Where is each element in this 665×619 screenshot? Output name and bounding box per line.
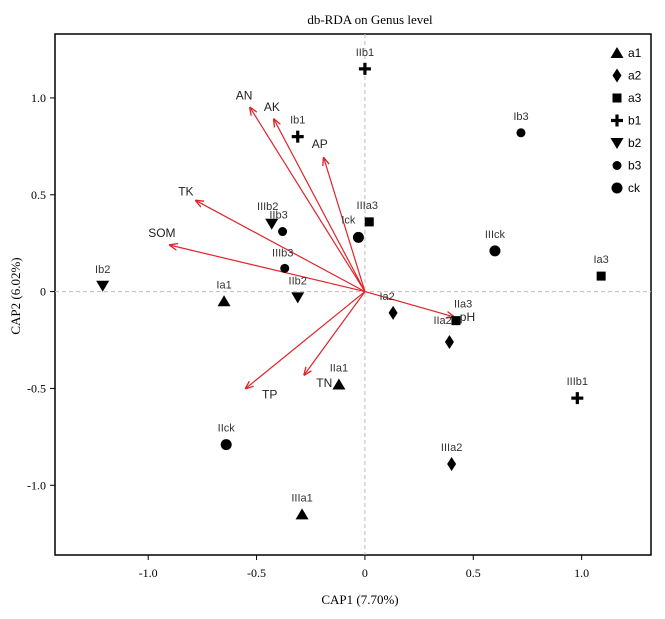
vector-arrow-som <box>170 245 366 293</box>
vector-arrow-tk <box>196 201 366 293</box>
legend-marker-ck <box>611 182 623 194</box>
point-marker-ib2 <box>96 280 110 292</box>
point-label-iib3: IIb3 <box>269 210 287 222</box>
vector-label-ph: pH <box>460 310 475 324</box>
legend-label-a1: a1 <box>628 46 642 60</box>
legend-marker-b3 <box>612 161 622 170</box>
vector-arrow-tn <box>304 291 366 375</box>
point-marker-iib3 <box>278 227 288 237</box>
point-marker-iiia3 <box>364 217 374 227</box>
x-tick-label: 1.0 <box>574 566 589 580</box>
point-label-ia3: Ia3 <box>594 254 609 266</box>
point-label-iiib2: IIIb2 <box>257 201 278 213</box>
x-tick-label: 0 <box>362 566 368 580</box>
point-label-iia2: IIa2 <box>433 315 451 327</box>
y-tick-label: 0 <box>40 285 46 299</box>
vector-label-ap: AP <box>312 137 328 151</box>
vector-label-tn: TN <box>316 376 332 390</box>
point-marker-iia1 <box>332 378 346 390</box>
point-label-ib1: Ib1 <box>290 115 305 127</box>
environment-vectors: AN AK AP TK SOM pH TN TP <box>148 89 475 402</box>
point-marker-ib3 <box>516 128 526 138</box>
point-label-iiib1: IIIb1 <box>567 376 588 388</box>
zero-reference-lines <box>55 34 651 555</box>
y-tick-label: 1.0 <box>31 91 46 105</box>
legend-label-a2: a2 <box>628 69 642 83</box>
point-label-iick: IIck <box>218 423 236 435</box>
point-marker-iia3 <box>451 316 461 326</box>
vector-label-tk: TK <box>178 185 193 199</box>
point-label-iiia3: IIIa3 <box>357 200 378 212</box>
point-label-iib1: IIb1 <box>356 47 374 59</box>
point-label-iiib3: IIIb3 <box>272 247 293 259</box>
vector-arrow-ap <box>324 158 366 292</box>
legend-marker-a3 <box>612 93 622 103</box>
y-tick-label: -1.0 <box>27 478 46 492</box>
point-label-iiia2: IIIa2 <box>441 442 462 454</box>
point-marker-ick <box>352 231 364 243</box>
point-label-ib2: Ib2 <box>95 264 110 276</box>
vector-label-ak: AK <box>264 100 280 114</box>
legend-label-b3: b3 <box>628 159 642 173</box>
point-marker-iick <box>220 439 232 451</box>
point-marker-iiib1 <box>571 392 584 405</box>
x-axis-label: CAP1 (7.70%) <box>321 592 398 607</box>
point-label-iia1: IIa1 <box>330 363 348 375</box>
point-marker-iiib2 <box>265 218 279 230</box>
plot-frame <box>54 33 652 556</box>
axis-ticks: -1.0 -0.5 0 0.5 1.0 -1.0 -0.5 0 0.5 1.0 <box>27 91 589 580</box>
legend-marker-b2 <box>610 138 624 149</box>
point-marker-iiia2 <box>447 456 457 471</box>
point-label-ick: Ick <box>341 214 356 226</box>
point-marker-iiia1 <box>295 508 309 520</box>
vector-arrow-ph <box>364 291 454 317</box>
point-marker-iiib3 <box>280 263 290 273</box>
legend-label-b1: b1 <box>628 114 642 128</box>
chart-title: db-RDA on Genus level <box>307 12 433 27</box>
point-label-ib3: Ib3 <box>513 111 528 123</box>
point-marker-ib1 <box>291 130 304 143</box>
point-label-iia3: IIa3 <box>454 299 472 311</box>
point-marker-ia1 <box>217 295 231 307</box>
point-label-ia1: Ia1 <box>216 279 231 291</box>
point-label-iiick: IIIck <box>485 229 506 241</box>
point-label-iib2: IIb2 <box>289 275 307 287</box>
y-tick-label: -0.5 <box>27 381 46 395</box>
vector-arrow-ak <box>274 119 366 292</box>
point-label-ia2: Ia2 <box>379 291 394 303</box>
legend: a1 a2 a3 b1 b2 b3 ck <box>610 46 642 195</box>
point-marker-iia2 <box>444 334 454 349</box>
legend-label-b2: b2 <box>628 136 642 150</box>
vector-arrow-tp <box>246 291 366 389</box>
legend-label-a3: a3 <box>628 91 642 105</box>
point-marker-ia2 <box>388 305 398 320</box>
legend-marker-a2 <box>612 68 622 83</box>
x-tick-label: -0.5 <box>247 566 266 580</box>
legend-marker-a1 <box>610 47 624 58</box>
legend-label-ck: ck <box>628 181 641 195</box>
sample-points: Ia1 IIa1 IIIa1 Ia2 IIa2 IIIa2 Ia3 IIa3 IIIa3 Ib1 I… <box>95 47 609 520</box>
vector-arrow-an <box>250 108 366 292</box>
y-tick-label: 0.5 <box>31 188 46 202</box>
x-tick-label: -1.0 <box>139 566 158 580</box>
point-label-iiia1: IIIa1 <box>291 492 312 504</box>
vector-label-tp: TP <box>262 387 277 401</box>
point-marker-ia3 <box>596 271 606 281</box>
vector-label-an: AN <box>236 89 253 103</box>
legend-marker-b1 <box>611 114 623 127</box>
point-marker-iiick <box>489 245 501 257</box>
point-marker-iib1 <box>358 62 371 75</box>
point-marker-iib2 <box>291 292 305 304</box>
x-tick-label: 0.5 <box>466 566 481 580</box>
vector-label-som: SOM <box>148 226 175 240</box>
y-axis-label: CAP2 (6.02%) <box>8 257 23 334</box>
